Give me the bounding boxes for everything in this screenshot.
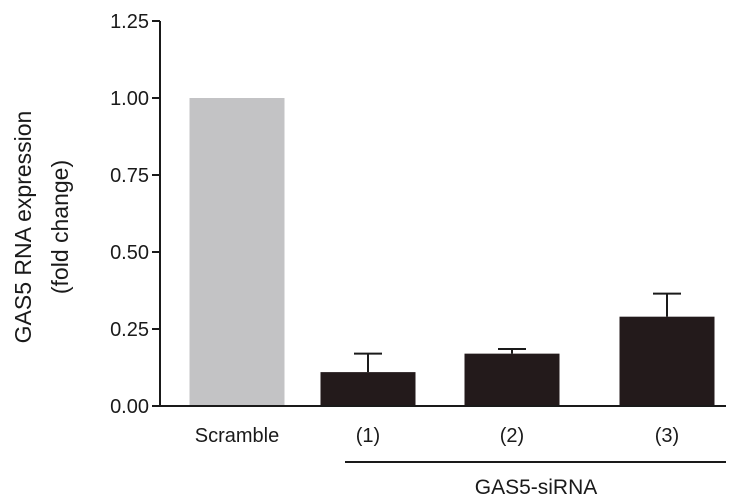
y-tick-label: 0.25 <box>110 319 149 341</box>
y-tick-label: 0.75 <box>110 165 149 187</box>
bar-4 <box>619 316 715 406</box>
error-bars-layer <box>354 292 681 373</box>
y-axis-label: GAS5 RNA expression (fold change) <box>10 111 73 344</box>
y-tick-label: 0.50 <box>110 242 149 264</box>
x-tick-label: (3) <box>655 425 679 447</box>
bar-1 <box>189 98 285 406</box>
y-tick-label: 0.00 <box>110 396 149 418</box>
x-tick-label: (2) <box>500 425 524 447</box>
y-axis-label-line-1: GAS5 RNA expression <box>10 111 36 344</box>
bars-layer <box>189 98 715 406</box>
y-tick-label: 1.25 <box>110 11 149 33</box>
x-axis: Scramble (1) (2) (3) <box>159 405 726 447</box>
y-axis-label-line-2: (fold change) <box>47 160 73 294</box>
group-label: GAS5-siRNA <box>475 476 598 499</box>
y-tick-label: 1.00 <box>110 88 149 110</box>
y-axis: 0.00 0.25 0.50 0.75 1.00 1.25 <box>110 11 161 418</box>
group-bracket: GAS5-siRNA <box>345 461 726 499</box>
x-tick-label: (1) <box>356 425 380 447</box>
x-tick-label: Scramble <box>195 425 279 447</box>
bar-3 <box>464 353 560 406</box>
bar-2 <box>320 372 416 406</box>
